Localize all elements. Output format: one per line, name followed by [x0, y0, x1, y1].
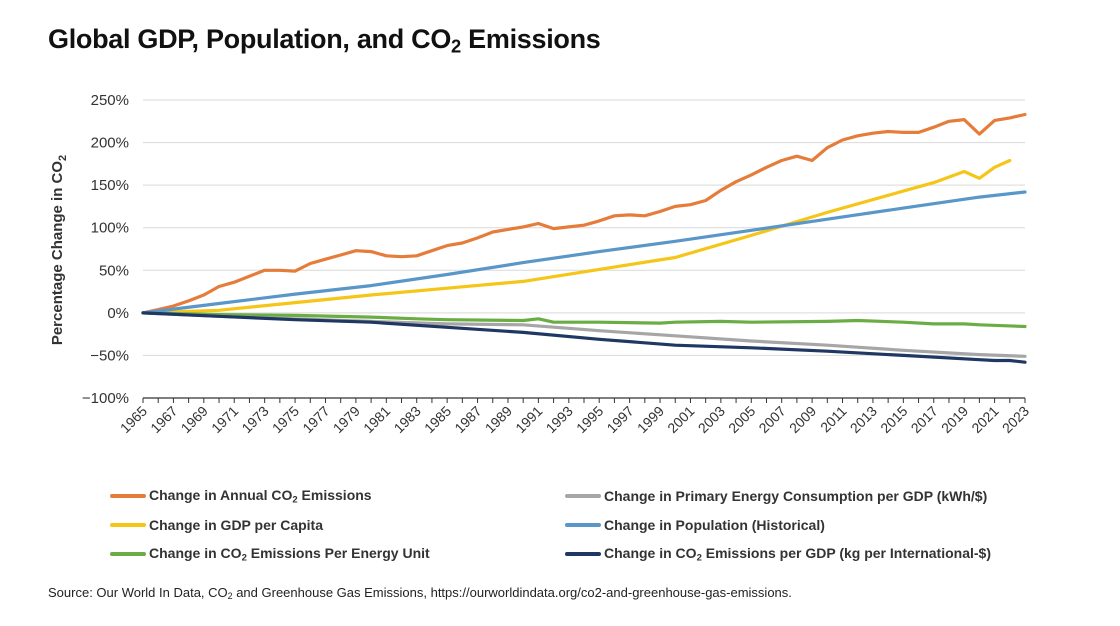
x-tick-label: 1965 [117, 403, 150, 436]
x-tick-label: 1991 [512, 403, 545, 436]
x-tick-label: 1983 [391, 403, 424, 436]
x-tick-label: 1977 [299, 403, 332, 436]
series-line-1 [141, 158, 1012, 315]
series-line-4 [141, 190, 1027, 315]
x-tick-label: 1981 [360, 403, 393, 436]
y-axis-label-sub: 2 [57, 155, 69, 161]
x-tick-label: 2017 [908, 403, 941, 436]
x-tick-label: 1967 [147, 403, 180, 436]
series-line-0 [141, 112, 1027, 315]
x-tick-label: 2013 [847, 403, 880, 436]
x-tick-label: 2011 [817, 403, 850, 436]
y-tick-label: 150% [91, 177, 129, 194]
series-line-2 [141, 311, 1027, 329]
x-tick-label: 1999 [634, 403, 667, 436]
x-tick-label: 1975 [269, 403, 302, 436]
x-tick-label: 1979 [330, 403, 363, 436]
y-tick-label: −50% [90, 347, 129, 364]
x-tick-label: 2005 [725, 403, 758, 436]
series-line-5 [141, 311, 1027, 364]
y-tick-label: 250% [91, 92, 129, 109]
y-tick-label: −100% [82, 390, 129, 407]
y-tick-label: 200% [91, 135, 129, 152]
x-tick-label: 1987 [451, 403, 484, 436]
x-tick-label: 1997 [603, 403, 636, 436]
x-tick-label: 2023 [999, 403, 1032, 436]
x-tick-label: 2001 [664, 403, 697, 436]
y-axis-label-main: Percentage Change in CO [49, 161, 66, 346]
x-tick-label: 1969 [178, 403, 211, 436]
x-tick-label: 2009 [786, 403, 819, 436]
y-tick-label: 50% [99, 262, 129, 279]
x-tick-label: 2019 [938, 403, 971, 436]
y-tick-label: 100% [91, 220, 129, 237]
x-tick-label: 1973 [238, 403, 271, 436]
x-tick-label: 2021 [968, 403, 1001, 436]
x-tick-label: 1993 [543, 403, 576, 436]
y-axis-label: Percentage Change in CO2 [49, 155, 69, 345]
x-tick-label: 1989 [482, 403, 515, 436]
x-tick-label: 1995 [573, 403, 606, 436]
x-tick-label: 1985 [421, 403, 454, 436]
x-tick-label: 2003 [695, 403, 728, 436]
chart-title: Global GDP, Population, and CO2 Emission… [48, 24, 601, 57]
x-tick-label: 2015 [877, 403, 910, 436]
x-tick-label: 2007 [755, 403, 788, 436]
source-note: Source: Our World In Data, CO2 and Green… [48, 585, 792, 602]
x-tick-label: 1971 [208, 403, 241, 436]
y-tick-label: 0% [107, 305, 129, 322]
